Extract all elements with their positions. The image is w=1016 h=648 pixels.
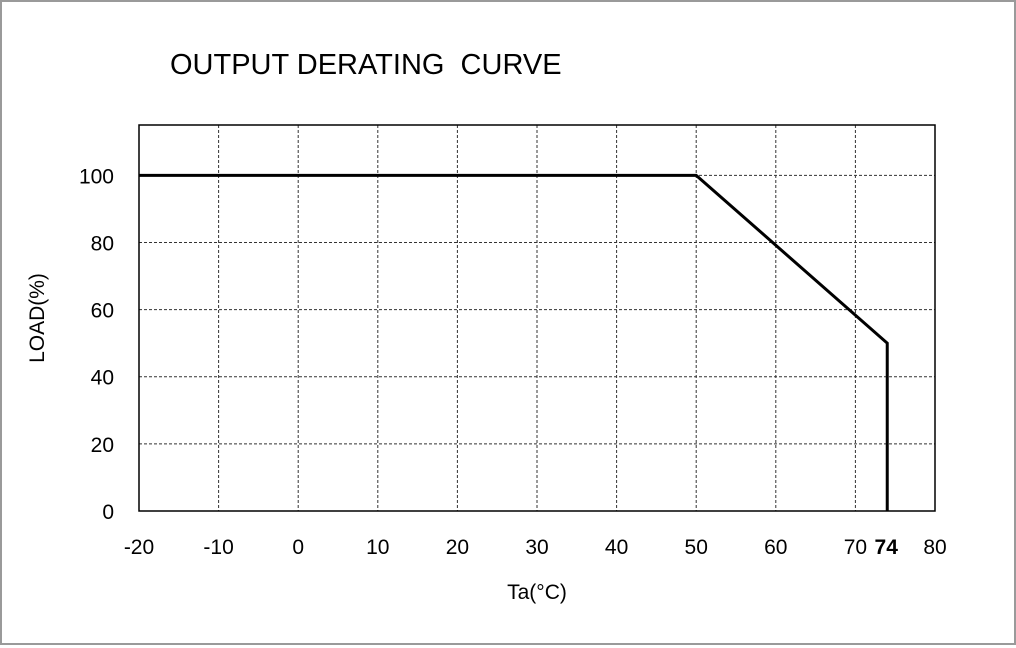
- x-tick-label: 40: [605, 536, 628, 559]
- x-tick-label: 30: [525, 536, 548, 559]
- y-tick-label: 80: [91, 232, 114, 255]
- x-tick-label: -10: [203, 536, 233, 559]
- y-tick-label: 40: [91, 367, 114, 390]
- grid: [139, 125, 935, 511]
- x-tick-label: 0: [292, 536, 304, 559]
- x-tick-label: 60: [764, 536, 787, 559]
- plot-area: [138, 124, 936, 512]
- curve-layer: [139, 173, 889, 511]
- y-tick-label: 20: [91, 434, 114, 457]
- cutoff-temperature-label: 74: [875, 536, 899, 559]
- chart-title: OUTPUT DERATING CURVE: [170, 49, 562, 81]
- y-tick-label: 0: [102, 501, 114, 524]
- x-tick-label: 70: [844, 536, 867, 559]
- x-tick-label: 50: [685, 536, 708, 559]
- y-axis-label: LOAD(%): [26, 273, 49, 363]
- x-axis-ticks: -20 -10 0 10 20 30 40 50 60 70 80: [124, 536, 947, 559]
- derating-curve-line: [139, 173, 889, 511]
- x-tick-label: 20: [446, 536, 469, 559]
- y-tick-label: 60: [91, 300, 114, 323]
- y-axis-ticks: 0 20 40 60 80 100: [79, 165, 114, 524]
- x-axis-label: Ta(°C): [507, 581, 567, 604]
- x-tick-label: 10: [366, 536, 389, 559]
- y-tick-label: 100: [79, 165, 114, 188]
- x-tick-label: -20: [124, 536, 154, 559]
- x-tick-label: 80: [923, 536, 946, 559]
